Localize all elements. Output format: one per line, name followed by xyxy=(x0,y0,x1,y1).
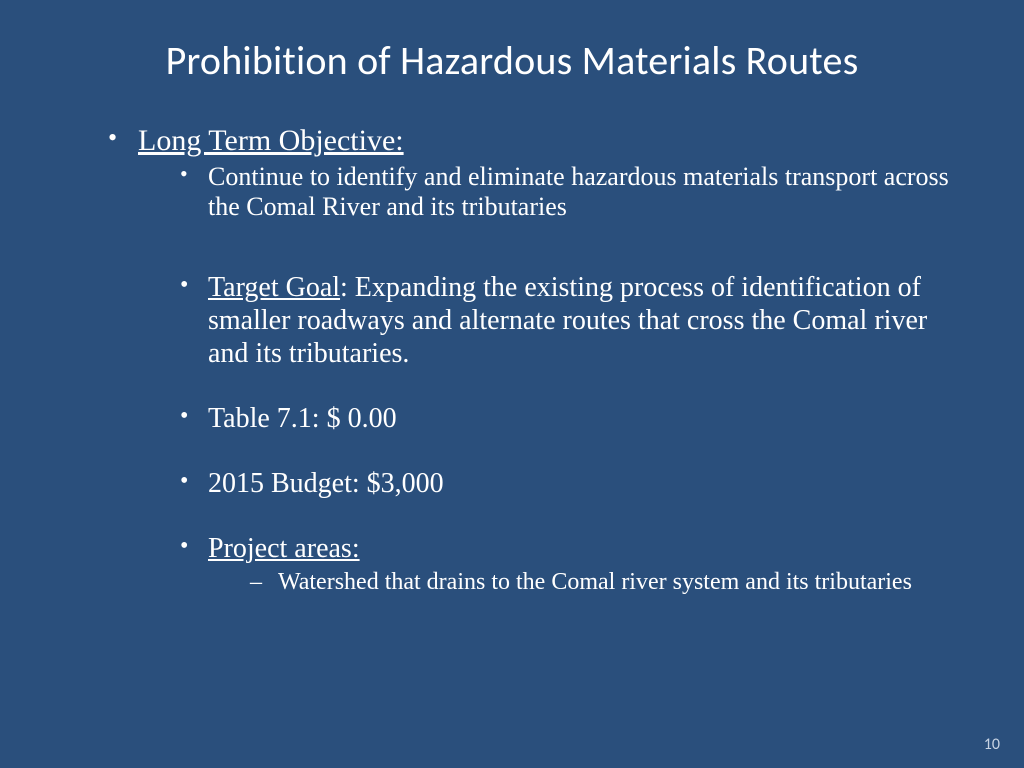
objective-item: Long Term Objective: Continue to identif… xyxy=(108,123,964,596)
project-areas-sublist: Watershed that drains to the Comal river… xyxy=(208,569,964,597)
target-goal-item: Target Goal: Expanding the existing proc… xyxy=(180,271,964,370)
objective-heading: Long Term Objective: xyxy=(138,124,404,157)
detail-list: Target Goal: Expanding the existing proc… xyxy=(138,271,964,597)
bullet-list-level1: Long Term Objective: Continue to identif… xyxy=(60,123,964,596)
project-areas-label: Project areas: xyxy=(208,533,360,564)
project-areas-item: Project areas: Watershed that drains to … xyxy=(180,532,964,597)
objective-sublist: Continue to identify and eliminate hazar… xyxy=(138,162,964,220)
objective-subtext: Continue to identify and eliminate hazar… xyxy=(180,162,964,220)
table-item: Table 7.1: $ 0.00 xyxy=(180,402,964,435)
slide-title: Prohibition of Hazardous Materials Route… xyxy=(90,36,934,85)
target-goal-label: Target Goal xyxy=(208,272,340,303)
page-number: 10 xyxy=(984,735,1000,754)
budget-item: 2015 Budget: $3,000 xyxy=(180,467,964,500)
project-areas-subtext: Watershed that drains to the Comal river… xyxy=(250,569,964,597)
slide: Prohibition of Hazardous Materials Route… xyxy=(0,0,1024,768)
spacer xyxy=(138,233,964,267)
